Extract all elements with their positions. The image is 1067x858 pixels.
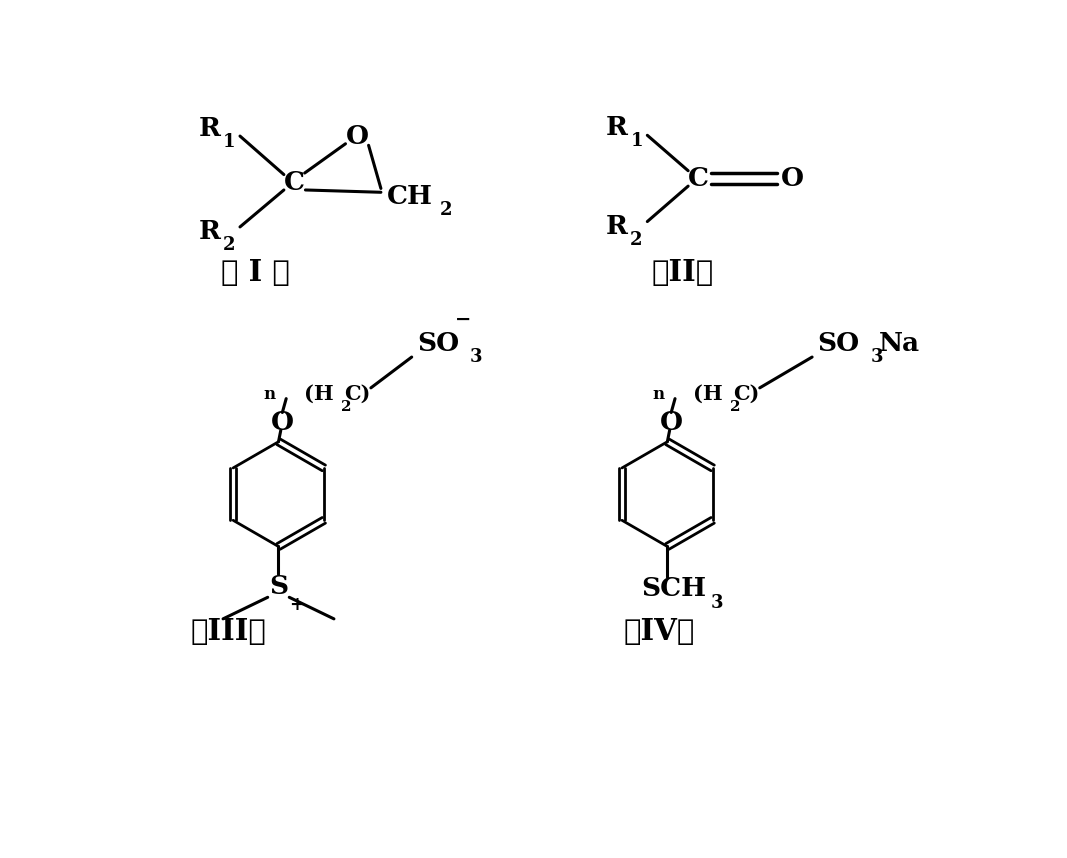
Text: C: C [284,170,304,195]
Text: 2: 2 [440,201,451,219]
Text: R: R [606,214,627,239]
Text: Na: Na [879,330,921,356]
Text: SO: SO [417,330,459,356]
Text: 3: 3 [711,594,723,612]
Text: (H: (H [304,384,333,404]
Text: SO: SO [817,330,859,356]
Text: R: R [606,115,627,140]
Text: 2: 2 [341,400,351,414]
Text: 1: 1 [631,132,642,150]
Text: C): C) [345,384,371,404]
Text: O: O [271,410,293,435]
Text: −: − [456,311,472,329]
Text: S: S [269,574,288,599]
Text: 2: 2 [223,237,236,255]
Text: SCH: SCH [641,577,706,601]
Text: （II）: （II） [652,258,714,287]
Text: 1: 1 [223,133,236,151]
Text: R: R [198,116,220,141]
Text: 2: 2 [631,231,642,249]
Text: 3: 3 [871,348,883,366]
Text: C): C) [733,384,760,404]
Text: n: n [264,385,275,402]
Text: C: C [687,166,708,191]
Text: （ I ）: （ I ） [221,258,290,287]
Text: CH: CH [386,184,432,208]
Text: （III）: （III） [191,617,267,646]
Text: 3: 3 [471,348,482,366]
Text: R: R [198,219,220,244]
Text: 2: 2 [730,400,740,414]
Text: n: n [652,385,664,402]
Text: O: O [346,124,368,148]
Text: +: + [289,596,304,614]
Text: （IV）: （IV） [624,617,696,646]
Text: (H: (H [692,384,722,404]
Text: O: O [781,166,803,191]
Text: O: O [659,410,683,435]
